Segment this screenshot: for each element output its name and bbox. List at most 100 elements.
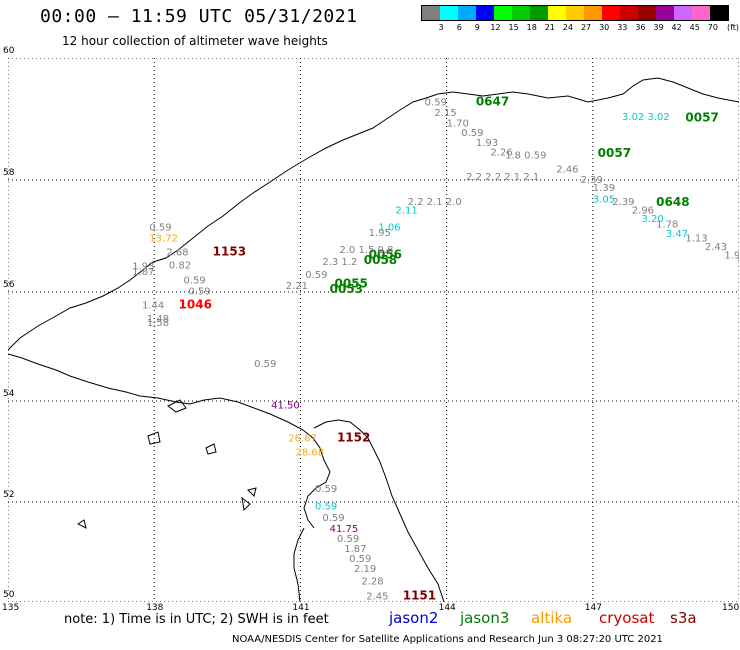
scale-swatch	[692, 6, 710, 20]
wave-height-label: 1.58	[147, 318, 169, 329]
wave-height-label: 0.82	[169, 260, 191, 271]
wave-height-label: 0.59	[254, 359, 276, 370]
wave-height-label: 1.44	[142, 300, 164, 311]
legend-jason2: jason2	[389, 609, 439, 627]
scale-label: 24	[562, 23, 574, 32]
wave-height-label: 1.93	[132, 262, 154, 273]
pass-time-label: 1152	[337, 430, 370, 444]
latitude-tick-label: 52	[3, 490, 15, 500]
altimeter-map: 0.59 0647 2.15 1.70 0.59 1.93 2.26 1.8 0.59 0057…	[8, 58, 739, 602]
scale-label: 42	[671, 23, 682, 32]
wave-height-label: 0.59	[183, 276, 205, 287]
wave-height-label: 2.39	[581, 175, 603, 186]
wave-height-label: 2.2 2.2 2.1 2.1	[466, 172, 539, 183]
wave-height-label: 1.	[737, 259, 739, 270]
scale-unit: (ft)	[726, 23, 740, 32]
wave-height-label: 1.95	[369, 228, 391, 239]
scale-swatch	[422, 6, 440, 20]
latitude-tick-label: 50	[3, 590, 15, 600]
wave-height-label: 2.15	[434, 108, 456, 119]
latitude-tick-label: 60	[3, 46, 15, 56]
island-2	[147, 431, 161, 445]
scale-swatch	[674, 6, 692, 20]
scale-label: 15	[508, 23, 519, 32]
scale-swatch	[566, 6, 584, 20]
wave-height-label: 0.59	[315, 502, 337, 513]
wave-height-label: 2.46	[556, 165, 578, 176]
wave-height-label: 2.43	[705, 242, 727, 253]
pass-time-label: 0648	[656, 195, 689, 209]
scale-swatch	[584, 6, 602, 20]
color-scale-swatches	[421, 5, 729, 21]
wave-height-label: 0.59	[188, 287, 210, 298]
longitude-tick-label: 150	[722, 603, 740, 613]
pass-time-label: 0647	[476, 95, 509, 109]
wave-height-label: 2.0 1.5 0.8	[339, 245, 393, 256]
coastline-sakhalin-west	[293, 527, 305, 602]
island-1	[167, 399, 187, 413]
scale-label: 6	[456, 23, 462, 32]
wave-height-label: 26.67	[288, 433, 317, 444]
latitude-tick-label: 58	[3, 168, 15, 178]
pass-time-label: 1046	[179, 297, 212, 311]
pass-time-label: 0057	[685, 110, 718, 124]
wave-height-color-scale: 3 6 9 12 15 18 21 24 27 30 33 36 39 42 45 70 (ft)	[421, 5, 739, 33]
wave-height-label: 2.45	[366, 592, 388, 603]
scale-label: 36	[635, 23, 646, 32]
scale-label: 12	[490, 23, 501, 32]
longitude-tick-label: 135	[2, 603, 20, 613]
scale-swatch	[494, 6, 512, 20]
scale-swatch	[710, 6, 728, 20]
scale-label: 21	[544, 23, 555, 32]
wave-height-label: 2.26	[490, 148, 512, 159]
scale-swatch	[476, 6, 494, 20]
scale-swatch	[440, 6, 458, 20]
wave-height-label: 0.59	[322, 513, 344, 524]
map-title: 00:00 – 11:59 UTC 05/31/2021	[40, 6, 358, 27]
scale-label: 70	[707, 23, 718, 32]
wave-height-label: 0.59	[315, 484, 337, 495]
island-5	[77, 519, 87, 529]
scale-label: 3	[438, 23, 444, 32]
wave-height-label: 1.48	[147, 314, 169, 325]
wave-height-label: 0.59	[425, 98, 447, 109]
wave-height-label: 1.13	[685, 234, 707, 245]
wave-height-label: 1.93	[476, 138, 498, 149]
pass-time-label: 0056	[369, 247, 402, 261]
color-scale-labels: 3 6 9 12 15 18 21 24 27 30 33 36 39 42 45 70 (ft)	[421, 21, 739, 33]
scale-swatch	[620, 6, 638, 20]
coastline-okhotsk-north	[8, 77, 739, 351]
scale-label: 18	[526, 23, 537, 32]
wave-height-label: 2.96	[632, 206, 654, 217]
wave-height-label: 2.3 1.2	[322, 257, 357, 268]
wave-height-label: 0.59	[337, 534, 359, 545]
wave-height-label: 2.2 2.1 2.0	[408, 197, 462, 208]
wave-height-label: 0.59	[149, 222, 171, 233]
wave-height-label: 2.28	[361, 577, 383, 588]
scale-swatch	[458, 6, 476, 20]
wave-height-label: 1.78	[656, 220, 678, 231]
wave-height-label: 0.59	[349, 554, 371, 565]
pass-time-label: 1151	[403, 589, 436, 603]
scale-swatch	[530, 6, 548, 20]
wave-height-label: 3.02 3.02	[622, 112, 670, 123]
footer-note: note: 1) Time is in UTC; 2) SWH is in fe…	[64, 612, 329, 627]
latitude-tick-label: 56	[3, 280, 15, 290]
wave-height-label: 41.75	[330, 524, 359, 535]
wave-height-label: 2.39	[612, 197, 634, 208]
coastline-sakhalin	[313, 419, 445, 602]
pass-time-label: 0058	[364, 253, 397, 267]
pass-time-label: 0055	[335, 277, 368, 291]
longitude-tick-label: 147	[584, 603, 602, 613]
wave-height-label: 2.68	[166, 248, 188, 259]
longitude-tick-label: 144	[438, 603, 456, 613]
wave-height-label: 41.50	[271, 401, 300, 412]
scale-label: 30	[599, 23, 610, 32]
wave-height-label: 1.87	[344, 544, 366, 555]
wave-height-label: 3.05	[593, 194, 615, 205]
legend-altika: altika	[531, 609, 573, 627]
island-6	[241, 496, 251, 512]
wave-height-label: 1.96	[724, 250, 739, 261]
